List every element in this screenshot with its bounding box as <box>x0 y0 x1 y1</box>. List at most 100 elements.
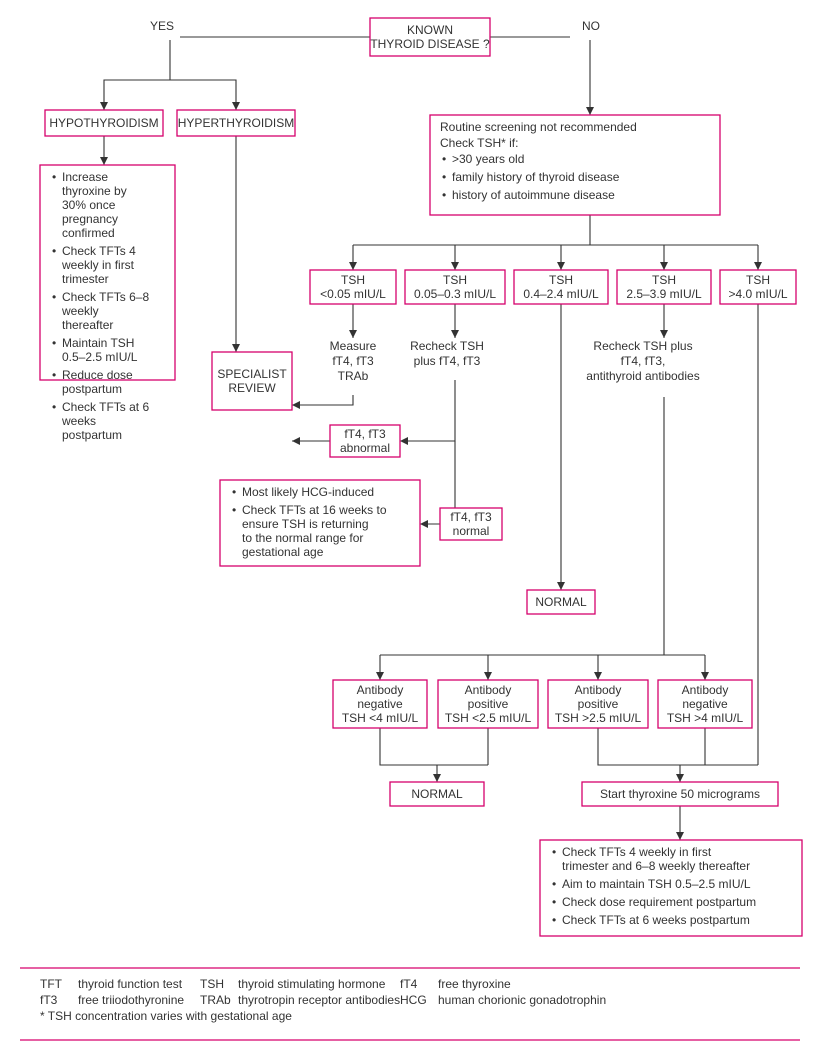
svg-text:TSH: TSH <box>341 273 365 287</box>
svg-text:thyroxine by: thyroxine by <box>62 184 127 198</box>
svg-text:REVIEW: REVIEW <box>228 381 276 395</box>
svg-text:•: • <box>442 188 446 202</box>
svg-text:Antibody: Antibody <box>682 683 729 697</box>
svg-text:•: • <box>52 368 56 382</box>
svg-text:human chorionic gonadotrophin: human chorionic gonadotrophin <box>438 993 606 1007</box>
svg-text:free thyroxine: free thyroxine <box>438 977 511 991</box>
svg-text:postpartum: postpartum <box>62 428 122 442</box>
svg-text:2.5–3.9 mIU/L: 2.5–3.9 mIU/L <box>626 287 702 301</box>
svg-text:•: • <box>442 152 446 166</box>
svg-text:•: • <box>232 503 236 517</box>
svg-text:trimester and 6–8 weekly there: trimester and 6–8 weekly thereafter <box>562 859 750 873</box>
svg-text:weeks: weeks <box>61 414 96 428</box>
svg-text:Antibody: Antibody <box>357 683 404 697</box>
svg-text:SPECIALIST: SPECIALIST <box>217 367 287 381</box>
svg-text:•: • <box>552 895 556 909</box>
svg-text:thyroid function test: thyroid function test <box>78 977 183 991</box>
svg-text:negative: negative <box>357 697 403 711</box>
svg-text:confirmed: confirmed <box>62 226 115 240</box>
svg-text:abnormal: abnormal <box>340 441 390 455</box>
svg-text:Check dose requirement postpar: Check dose requirement postpartum <box>562 895 756 909</box>
svg-text:weekly in first: weekly in first <box>61 258 135 272</box>
svg-text:YES: YES <box>150 19 174 33</box>
svg-text:antithyroid antibodies: antithyroid antibodies <box>586 369 699 383</box>
svg-text:•: • <box>52 170 56 184</box>
svg-text:HYPOTHYROIDISM: HYPOTHYROIDISM <box>49 116 158 130</box>
svg-text:fT4, fT3: fT4, fT3 <box>450 510 492 524</box>
svg-text:gestational age: gestational age <box>242 545 324 559</box>
svg-text:trimester: trimester <box>62 272 109 286</box>
svg-text:THYROID DISEASE ?: THYROID DISEASE ? <box>370 37 490 51</box>
svg-text:Reduce dose: Reduce dose <box>62 368 133 382</box>
svg-text:Increase: Increase <box>62 170 108 184</box>
svg-text:•: • <box>52 400 56 414</box>
svg-text:NORMAL: NORMAL <box>411 787 463 801</box>
svg-text:TRAb: TRAb <box>338 369 369 383</box>
svg-text:Antibody: Antibody <box>465 683 512 697</box>
svg-text:TRAb: TRAb <box>200 993 231 1007</box>
svg-text:•: • <box>52 290 56 304</box>
svg-text:•: • <box>232 485 236 499</box>
svg-text:Aim to maintain TSH 0.5–2.5 mI: Aim to maintain TSH 0.5–2.5 mIU/L <box>562 877 751 891</box>
svg-text:Recheck TSH: Recheck TSH <box>410 339 484 353</box>
svg-text:* TSH concentration varies w: * TSH concentration varies with gestatio… <box>40 1009 292 1023</box>
svg-text:family history of thyroid dise: family history of thyroid disease <box>452 170 620 184</box>
svg-text:Check TFTs at 6 weeks postpart: Check TFTs at 6 weeks postpartum <box>562 913 750 927</box>
svg-text:positive: positive <box>468 697 509 711</box>
svg-text:KNOWN: KNOWN <box>407 23 453 37</box>
svg-text:TFT: TFT <box>40 977 63 991</box>
svg-text:Check TFTs at 6: Check TFTs at 6 <box>62 400 149 414</box>
svg-text:TSH: TSH <box>652 273 676 287</box>
svg-text:Measure: Measure <box>330 339 377 353</box>
svg-text:TSH: TSH <box>746 273 770 287</box>
svg-text:•: • <box>52 336 56 350</box>
svg-text:<0.05 mIU/L: <0.05 mIU/L <box>320 287 386 301</box>
svg-text:fT4, fT3: fT4, fT3 <box>344 427 386 441</box>
svg-text:0.05–0.3 mIU/L: 0.05–0.3 mIU/L <box>414 287 496 301</box>
svg-text:•: • <box>552 845 556 859</box>
svg-text:TSH: TSH <box>443 273 467 287</box>
svg-text:free triiodothyronine: free triiodothyronine <box>78 993 184 1007</box>
svg-text:•: • <box>552 877 556 891</box>
svg-text:weekly: weekly <box>61 304 99 318</box>
svg-text:postpartum: postpartum <box>62 382 122 396</box>
svg-text:•: • <box>442 170 446 184</box>
svg-text:pregnancy: pregnancy <box>62 212 118 226</box>
svg-text:TSH: TSH <box>200 977 224 991</box>
svg-text:TSH: TSH <box>549 273 573 287</box>
svg-text:plus fT4, fT3: plus fT4, fT3 <box>414 354 481 368</box>
svg-text:history of autoimmune disease: history of autoimmune disease <box>452 188 615 202</box>
svg-text:thyrotropin receptor antibodie: thyrotropin receptor antibodies <box>238 993 400 1007</box>
svg-text:to the normal range for: to the normal range for <box>242 531 363 545</box>
svg-text:Check TSH* if:: Check TSH* if: <box>440 136 518 150</box>
svg-text:TSH <2.5 mIU/L: TSH <2.5 mIU/L <box>445 711 532 725</box>
svg-text:HYPERTHYROIDISM: HYPERTHYROIDISM <box>178 116 294 130</box>
svg-text:Check TFTs 6–8: Check TFTs 6–8 <box>62 290 149 304</box>
svg-text:fT4, fT3: fT4, fT3 <box>332 354 374 368</box>
svg-text:negative: negative <box>682 697 728 711</box>
svg-text:ensure TSH is returning: ensure TSH is returning <box>242 517 369 531</box>
svg-text:HCG: HCG <box>400 993 427 1007</box>
svg-text:TSH >2.5 mIU/L: TSH >2.5 mIU/L <box>555 711 642 725</box>
svg-text:positive: positive <box>578 697 619 711</box>
svg-text:•: • <box>52 244 56 258</box>
svg-text:0.4–2.4 mIU/L: 0.4–2.4 mIU/L <box>523 287 599 301</box>
svg-text:Antibody: Antibody <box>575 683 622 697</box>
svg-text:TSH <4 mIU/L: TSH <4 mIU/L <box>342 711 419 725</box>
svg-text:NORMAL: NORMAL <box>535 595 587 609</box>
svg-text:Routine screening not recommen: Routine screening not recommended <box>440 120 637 134</box>
svg-text:fT4: fT4 <box>400 977 418 991</box>
svg-text:fT4, fT3,: fT4, fT3, <box>621 354 666 368</box>
svg-text:>4.0 mIU/L: >4.0 mIU/L <box>728 287 787 301</box>
svg-text:>30 years old: >30 years old <box>452 152 524 166</box>
svg-text:•: • <box>552 913 556 927</box>
svg-text:fT3: fT3 <box>40 993 58 1007</box>
svg-text:0.5–2.5 mIU/L: 0.5–2.5 mIU/L <box>62 350 138 364</box>
svg-text:Check TFTs 4 weekly in first: Check TFTs 4 weekly in first <box>562 845 712 859</box>
svg-text:Most likely HCG-induced: Most likely HCG-induced <box>242 485 374 499</box>
svg-text:thyroid stimulating hormone: thyroid stimulating hormone <box>238 977 386 991</box>
svg-text:30% once: 30% once <box>62 198 116 212</box>
svg-text:TSH >4 mIU/L: TSH >4 mIU/L <box>667 711 744 725</box>
svg-text:Maintain TSH: Maintain TSH <box>62 336 134 350</box>
svg-text:Start thyroxine 50 micrograms: Start thyroxine 50 micrograms <box>600 787 760 801</box>
